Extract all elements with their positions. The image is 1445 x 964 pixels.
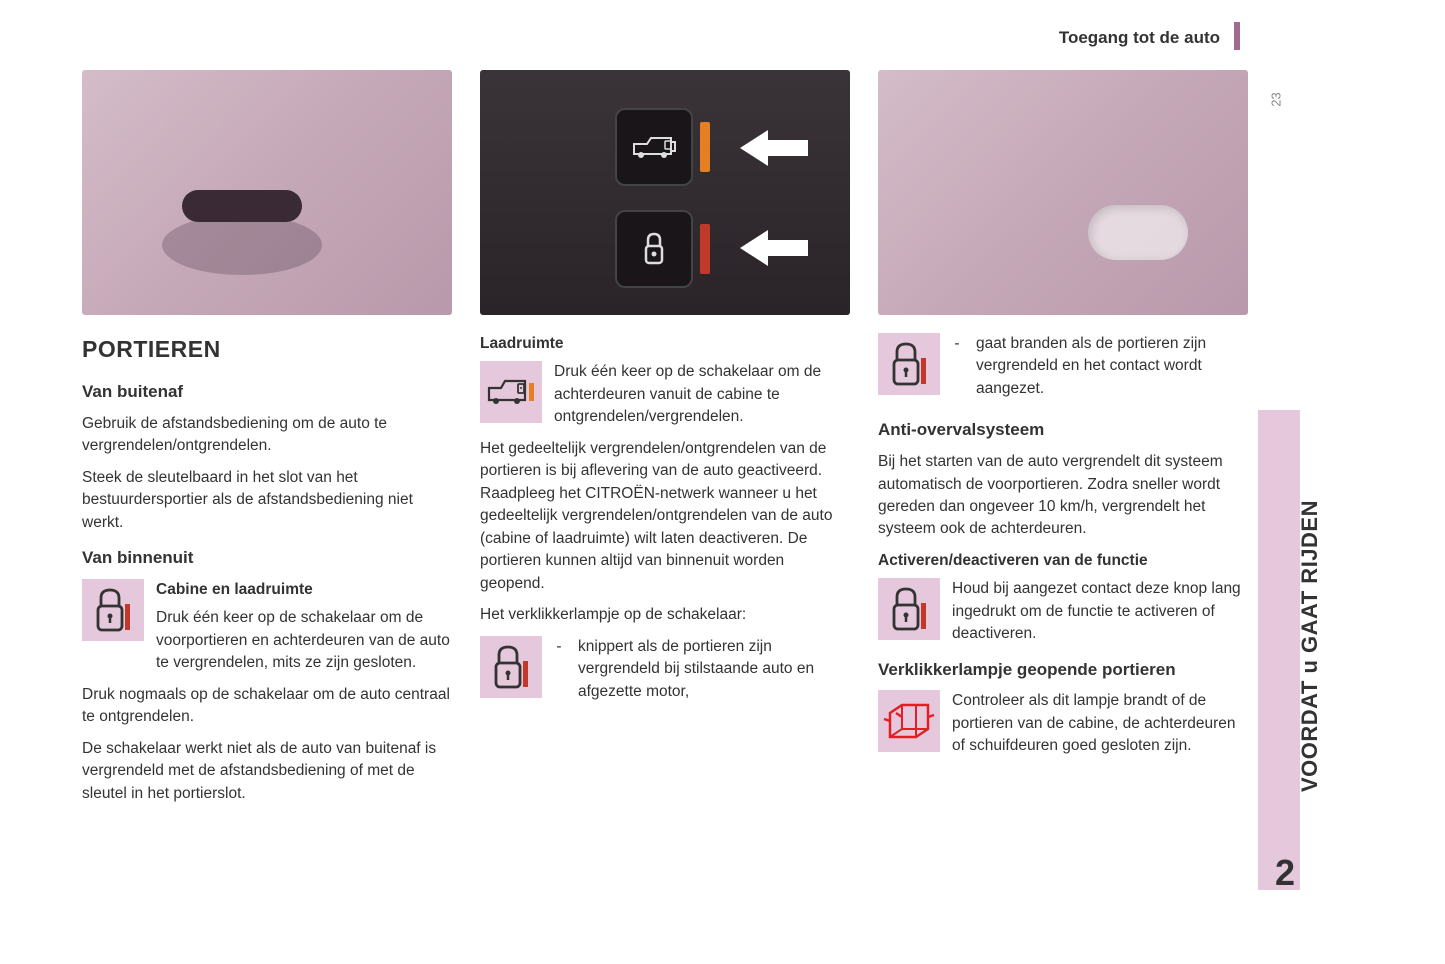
arrow-left-icon	[740, 228, 810, 268]
text-columns: PORTIEREN Van buitenaf Gebruik de afstan…	[82, 333, 1262, 814]
bullet-dash: -	[952, 333, 962, 400]
body-text: Bij het starten van de auto vergrendelt …	[878, 451, 1248, 541]
bullet-text: gaat branden als de portieren zijn vergr…	[976, 333, 1248, 400]
body-text: Controleer als dit lampje brandt of de p…	[952, 690, 1248, 757]
image-interior-handle	[878, 70, 1248, 315]
column-2: Laadruimte Druk één keer op de schakelaa…	[480, 333, 850, 814]
heading-activate: Activeren/deactiveren van de functie	[878, 550, 1248, 572]
chapter-number: 2	[1275, 852, 1295, 894]
heading-outside: Van buitenaf	[82, 380, 452, 405]
breadcrumb: Toegang tot de auto	[1059, 28, 1220, 48]
header-accent-bar	[1234, 22, 1240, 50]
door-open-warning-icon	[878, 690, 940, 752]
body-text: Druk nogmaals op de schakelaar om de aut…	[82, 684, 452, 729]
body-text: Druk één keer op de schakelaar om de voo…	[156, 609, 450, 671]
heading-load: Laadruimte	[480, 333, 850, 355]
heading-inside: Van binnenuit	[82, 546, 452, 571]
icon-paragraph: - knippert als de portieren zijn vergren…	[480, 636, 850, 709]
page-content: PORTIEREN Van buitenaf Gebruik de afstan…	[82, 70, 1262, 814]
image-exterior-handle	[82, 70, 452, 315]
bullet-text: knippert als de portieren zijn vergrende…	[578, 636, 850, 703]
body-text: Druk één keer op de schakelaar om de ach…	[554, 361, 850, 428]
lock-red-icon	[878, 578, 940, 640]
icon-paragraph: - gaat branden als de portieren zijn ver…	[878, 333, 1248, 406]
bullet-dash: -	[554, 636, 564, 703]
body-text: Het verklikkerlampje op de schakelaar:	[480, 604, 850, 626]
lock-red-icon	[878, 333, 940, 395]
body-text: De schakelaar werkt niet als de auto van…	[82, 738, 452, 805]
chapter-tab	[1258, 410, 1300, 890]
body-text: Gebruik de afstandsbediening om de auto …	[82, 413, 452, 458]
lock-red-icon	[82, 579, 144, 641]
cargo-lock-button-icon	[615, 108, 693, 186]
column-1: PORTIEREN Van buitenaf Gebruik de afstan…	[82, 333, 452, 814]
led-red-icon	[700, 224, 710, 274]
icon-paragraph: Cabine en laadruimte Druk één keer op de…	[82, 579, 452, 675]
body-text: Steek de sleutelbaard in het slot van he…	[82, 467, 452, 534]
heading-anti-theft: Anti-overvalsysteem	[878, 418, 1248, 443]
body-text: Houd bij aangezet contact deze knop lang…	[952, 578, 1248, 645]
heading-door-warning: Verklikkerlampje geopende portieren	[878, 658, 1248, 683]
image-row	[82, 70, 1262, 315]
icon-paragraph: Druk één keer op de schakelaar om de ach…	[480, 361, 850, 428]
heading-cab: Cabine en laadruimte	[156, 579, 452, 601]
chapter-label: VOORDAT u GAAT RIJDEN	[1297, 500, 1323, 792]
arrow-left-icon	[740, 128, 810, 168]
central-lock-button-icon	[615, 210, 693, 288]
lock-red-icon	[480, 636, 542, 698]
page-title: PORTIEREN	[82, 333, 452, 366]
body-text: Het gedeeltelijk vergrendelen/ontgrendel…	[480, 438, 850, 595]
van-orange-icon	[480, 361, 542, 423]
column-3: - gaat branden als de portieren zijn ver…	[878, 333, 1248, 814]
icon-paragraph: Controleer als dit lampje brandt of de p…	[878, 690, 1248, 757]
page-number: 23	[1268, 92, 1283, 106]
image-lock-buttons	[480, 70, 850, 315]
led-orange-icon	[700, 122, 710, 172]
icon-paragraph: Houd bij aangezet contact deze knop lang…	[878, 578, 1248, 645]
